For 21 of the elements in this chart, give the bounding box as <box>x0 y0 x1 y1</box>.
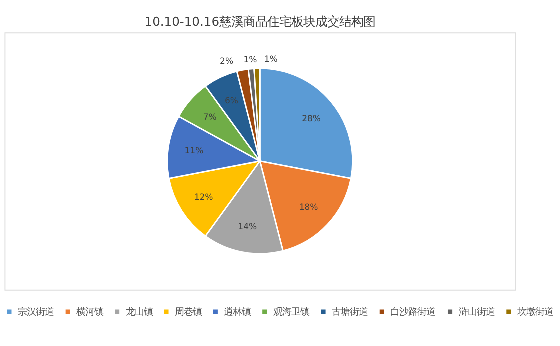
data-label: 14% <box>238 222 258 233</box>
legend-label: 逍林镇 <box>224 306 252 318</box>
data-label: 6% <box>224 96 238 107</box>
legend-label: 白沙路街道 <box>390 306 436 318</box>
legend-label: 坎墩街道 <box>516 306 554 318</box>
data-label: 18% <box>299 202 318 213</box>
data-label: 28% <box>302 114 322 125</box>
legend-label: 宗汉街道 <box>18 306 54 318</box>
legend-label: 观海卫镇 <box>273 306 310 318</box>
data-label: 7% <box>203 112 217 123</box>
legend-label: 周巷镇 <box>175 306 202 318</box>
data-label: 2% <box>220 56 234 67</box>
legend-label: 横河镇 <box>76 306 104 318</box>
legend-label: 古塘街道 <box>332 306 368 318</box>
chart-title: 10.10-10.16慈溪商品住宅板块成交结构图 <box>144 15 376 29</box>
legend-label: 龙山镇 <box>126 306 153 318</box>
data-label: 12% <box>194 192 214 203</box>
data-label: 11% <box>184 146 204 157</box>
legend-label: 浒山街道 <box>458 306 495 318</box>
data-label: 1% <box>264 54 278 65</box>
data-label: 1% <box>244 55 258 66</box>
